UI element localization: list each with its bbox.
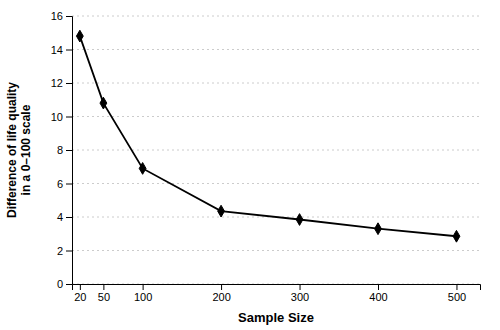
x-tick-label: 300 <box>291 291 309 303</box>
y-tick-label: 10 <box>51 111 63 123</box>
y-tick: 0 <box>57 278 72 290</box>
x-tick-mark <box>221 284 222 290</box>
marker <box>453 230 460 242</box>
x-tick-mark <box>103 284 104 290</box>
marker <box>100 97 107 109</box>
y-tick-label: 2 <box>57 245 63 257</box>
y-tick: 6 <box>57 178 72 190</box>
marker <box>139 163 146 175</box>
y-tick-label: 6 <box>57 178 63 190</box>
y-tick-mark <box>66 117 72 118</box>
y-grid-line <box>72 83 480 84</box>
x-tick-mark <box>378 284 379 290</box>
y-tick-mark <box>66 50 72 51</box>
y-grid-line <box>72 183 480 184</box>
y-tick-label: 0 <box>57 278 63 290</box>
y-tick: 12 <box>51 77 72 89</box>
series <box>76 30 459 242</box>
y-tick-label: 12 <box>51 77 63 89</box>
x-tick: 20 <box>74 284 86 303</box>
x-tick-mark <box>300 284 301 290</box>
y-tick-label: 16 <box>51 10 63 22</box>
x-tick: 500 <box>448 284 466 303</box>
line <box>80 36 457 236</box>
y-tick: 8 <box>57 144 72 156</box>
x-tick: 100 <box>134 284 152 303</box>
x-tick-mark <box>80 284 81 290</box>
plot-area: 20 50 100 200 300 400 500 0 2 4 6 8 10 12 14 16 Sample S… <box>5 10 481 325</box>
marker <box>76 30 83 42</box>
x-tick: 50 <box>98 284 110 303</box>
y-tick-mark <box>66 83 72 84</box>
y-grid-line <box>72 16 480 17</box>
y-tick-mark <box>66 184 72 185</box>
y-grid-line <box>72 250 480 251</box>
y-tick: 2 <box>57 245 72 257</box>
x-axis-title: Sample Size <box>238 310 314 325</box>
y-axis: 0 2 4 6 8 10 12 14 16 <box>51 10 73 290</box>
y-tick-label: 14 <box>51 44 63 56</box>
y-axis-title-line: in a 0–100 scale <box>19 104 33 195</box>
y-grid-line <box>72 116 480 117</box>
x-tick-label: 500 <box>448 291 466 303</box>
y-axis-line <box>66 17 73 285</box>
x-tick-mark <box>143 284 144 290</box>
y-tick-mark <box>66 251 72 252</box>
chart-svg: 20 50 100 200 300 400 500 0 2 4 6 8 10 12 14 16 Sample S… <box>0 0 500 330</box>
x-tick: 200 <box>212 284 230 303</box>
y-tick: 16 <box>51 10 72 22</box>
y-tick-mark <box>66 217 72 218</box>
y-tick-mark <box>66 150 72 151</box>
x-tick-label: 100 <box>134 291 152 303</box>
y-tick-label: 8 <box>57 144 63 156</box>
y-tick: 10 <box>51 111 72 123</box>
y-tick-label: 4 <box>57 211 63 223</box>
chart-container: 20 50 100 200 300 400 500 0 2 4 6 8 10 12 14 16 Sample S… <box>0 0 500 330</box>
y-tick-mark <box>66 16 72 17</box>
y-tick-mark <box>66 284 72 285</box>
marker <box>218 205 225 217</box>
marker <box>375 223 382 235</box>
x-tick-label: 20 <box>74 291 86 303</box>
grid <box>72 16 480 284</box>
x-tick: 300 <box>291 284 309 303</box>
x-tick: 400 <box>369 284 387 303</box>
marker <box>296 214 303 226</box>
x-tick-label: 200 <box>212 291 230 303</box>
y-grid-line <box>72 49 480 50</box>
y-axis-title: Difference of life qualityin a 0–100 sca… <box>5 82 33 218</box>
x-axis: 20 50 100 200 300 400 500 <box>73 284 481 303</box>
x-tick-label: 50 <box>98 291 110 303</box>
x-tick-mark <box>456 284 457 290</box>
y-axis-title-line: Difference of life quality <box>5 82 19 218</box>
y-tick: 14 <box>51 44 72 56</box>
x-axis-line <box>73 285 481 291</box>
y-tick: 4 <box>57 211 72 223</box>
x-tick-label: 400 <box>369 291 387 303</box>
y-grid-line <box>72 150 480 151</box>
